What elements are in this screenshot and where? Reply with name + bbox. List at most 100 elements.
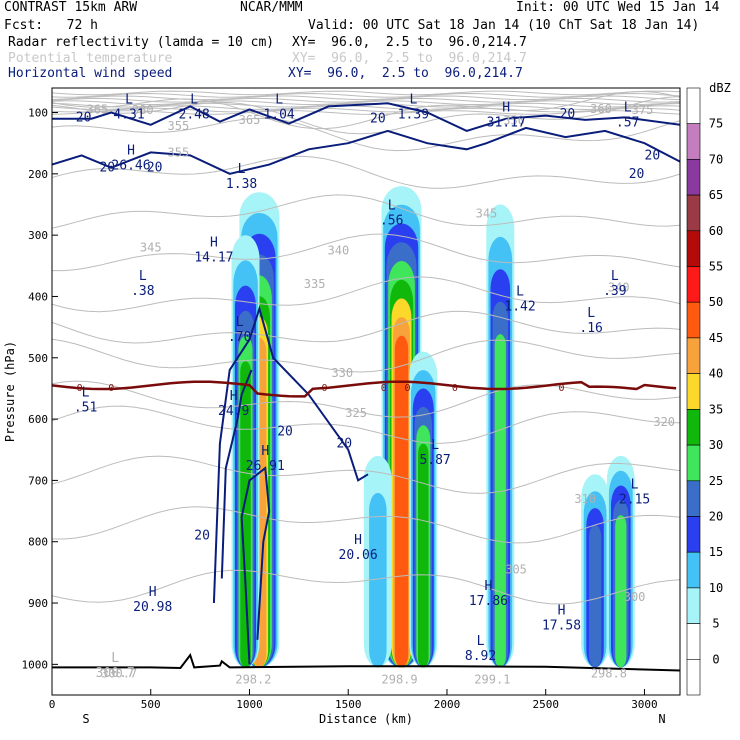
colorbar-tick-label: 25: [709, 474, 723, 488]
freezing-level-label: 0: [452, 383, 458, 394]
wind-contour-label: 20: [99, 161, 115, 176]
theta-contour-340: [52, 276, 680, 313]
y-tick-label: 400: [28, 290, 48, 303]
low-marker: L: [631, 478, 639, 493]
extremum-value: 2.48: [179, 108, 210, 123]
low-extremum: L2.48: [179, 93, 210, 123]
freezing-level-label: 0: [322, 383, 328, 394]
terrain-surface: [52, 652, 680, 672]
high-extremum: H31.17: [487, 101, 526, 131]
freezing-level-label: 0: [108, 383, 114, 394]
y-tick-label: 800: [28, 536, 48, 549]
wind-contour-label: 20: [336, 437, 352, 452]
field-theta-xy: XY= 96.0, 2.5 to 96.0,214.7: [292, 51, 527, 66]
low-extremum: L5.87: [419, 438, 450, 468]
theta-contour-label: 298.2: [235, 673, 271, 687]
extremum-value: 17.58: [542, 618, 581, 633]
field-reflectivity-name: Radar reflectivity (lamda = 10 cm): [8, 35, 275, 50]
theta-contour-345: [52, 233, 680, 272]
reflectivity-cell-6-20dbz: [589, 525, 602, 668]
theta-contour-365: [52, 117, 680, 152]
x-tick-label: 1000: [236, 698, 263, 711]
low-marker: L: [409, 93, 417, 108]
theta-contour-label: 360: [590, 102, 612, 116]
theta-contour-label: 325: [345, 406, 367, 420]
low-marker: L: [236, 315, 244, 330]
left-endpoint-label: S: [82, 712, 89, 726]
theta-contour-upper: [52, 107, 680, 113]
high-marker: H: [210, 235, 218, 250]
theta-contour-label: 380: [132, 103, 154, 117]
theta-contour-label: 350: [503, 113, 525, 127]
extremum-value: 4.31: [113, 108, 144, 123]
wind-contour-label: 20: [645, 148, 661, 163]
colorbar-swatch: [686, 87, 701, 125]
colorbar-tick-label: 30: [709, 438, 723, 452]
low-extremum: L1.38: [226, 162, 257, 192]
theta-contour-label: 320: [653, 415, 675, 429]
extremum-value: .51: [74, 401, 97, 416]
high-extremum: H17.58: [542, 603, 581, 633]
x-tick-label: 500: [141, 698, 161, 711]
colorbar-swatch: [686, 301, 701, 339]
x-axis-label: Distance (km): [319, 712, 413, 726]
init-time: Init: 00 UTC Wed 15 Jan 14: [516, 0, 720, 15]
high-marker: H: [149, 585, 157, 600]
extremum-value: .57: [616, 116, 639, 131]
theta-contour-label: 300.7: [101, 667, 137, 681]
theta-contour-upper: [52, 100, 680, 106]
low-extremum: L1.39: [398, 93, 429, 123]
colorbar-swatch: [686, 373, 701, 410]
reflectivity-cell-5-25dbz: [494, 334, 506, 668]
theta-contour-305: [52, 506, 680, 544]
theta-contour-label: 375: [632, 103, 654, 117]
theta-contour-upper: [52, 97, 680, 103]
forecast-hour: Fcst: 72 h: [4, 18, 98, 33]
high-marker: H: [261, 444, 269, 459]
low-extremum: L.38: [131, 269, 154, 299]
extremum-value: 5.87: [419, 453, 450, 468]
low-extremum: L4.31: [113, 93, 144, 123]
low-marker: L: [125, 93, 133, 108]
wind-contour-label: 20: [629, 167, 645, 182]
extremum-value: 1.04: [263, 108, 294, 123]
low-marker: L: [388, 199, 396, 214]
reflectivity-cell-1-30dbz: [240, 361, 251, 668]
theta-contour-label: 300: [624, 590, 646, 604]
high-marker: H: [558, 603, 566, 618]
theta-contour-label: 335: [304, 277, 326, 291]
extremum-value: .70: [228, 330, 251, 345]
colorbar-tick-label: 35: [709, 402, 723, 416]
low-extremum: L1.42: [504, 285, 535, 315]
wind-contour-20: [220, 369, 253, 579]
extremum-value: 31.17: [487, 116, 526, 131]
colorbar-swatch: [686, 658, 701, 696]
low-extremum: L8.92: [465, 634, 496, 664]
theta-contour-label: 298.8: [591, 667, 627, 681]
low-extremum: L2.15: [619, 478, 650, 508]
x-tick-label: 2500: [532, 698, 559, 711]
extremum-value: 1.42: [504, 300, 535, 315]
high-marker: H: [127, 144, 135, 159]
colorbar-tick-label: 5: [712, 617, 719, 631]
extremum-value: 20.98: [133, 600, 172, 615]
y-tick-label: 700: [28, 474, 48, 487]
colorbar-swatch: [686, 337, 701, 374]
low-extremum: L.57: [616, 101, 639, 131]
high-marker: H: [230, 389, 238, 404]
colorbar-tick-label: 10: [709, 581, 723, 595]
extremum-value: 26.91: [246, 459, 285, 474]
x-tick-label: 0: [49, 698, 56, 711]
colorbar-swatch: [686, 159, 701, 196]
high-extremum: H14.17: [194, 235, 233, 265]
low-marker: L: [624, 101, 632, 116]
wind-contour-label: 20: [194, 529, 210, 544]
theta-contour-upper: [52, 92, 680, 98]
low-extremum: L.56: [380, 199, 403, 229]
high-marker: H: [485, 579, 493, 594]
theta-contour-300: [52, 569, 680, 605]
theta-contour-label: 340: [608, 280, 630, 294]
wind-contour-label: 20: [277, 424, 293, 439]
